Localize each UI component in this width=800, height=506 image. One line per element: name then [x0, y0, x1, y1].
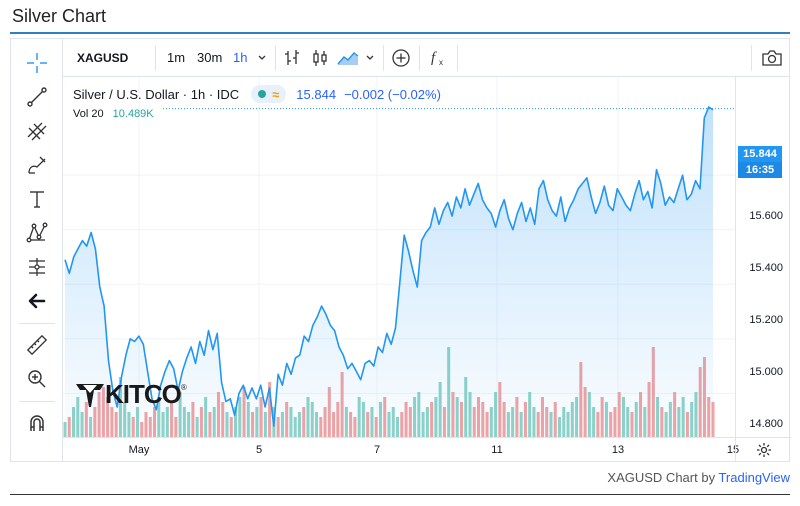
price-change: −0.002 (−0.02%): [344, 86, 441, 102]
toolbar-divider: [383, 45, 384, 71]
interval-30m[interactable]: 30m: [197, 50, 223, 65]
time-tick: May: [128, 444, 150, 456]
pattern-tool[interactable]: [11, 217, 63, 249]
toolbar-divider: [275, 45, 276, 71]
snapshot-button[interactable]: [761, 39, 783, 76]
price-chart: [63, 77, 735, 437]
price-tick: 15.400: [749, 262, 783, 274]
prediction-icon: [29, 258, 45, 276]
back-arrow-icon: [28, 293, 46, 309]
svg-text:x: x: [439, 58, 443, 67]
interval-1m[interactable]: 1m: [167, 50, 186, 65]
price-tick: 15.600: [749, 210, 783, 222]
brush-icon: [28, 156, 46, 174]
ruler-icon: [26, 334, 48, 356]
time-tick: 13: [611, 444, 625, 456]
price-line: [64, 106, 714, 427]
gear-icon: [756, 442, 771, 457]
time-axis[interactable]: May 5 7 11 13 15: [63, 437, 739, 461]
toolbar-divider: [419, 45, 420, 71]
kitco-eagle-icon: [76, 383, 104, 407]
drawing-toolbar: [11, 39, 63, 461]
area-style-icon: [337, 51, 359, 65]
page-title: Silver Chart: [12, 6, 107, 26]
kitco-logo: KITCO ®: [75, 379, 187, 410]
candle-style-button[interactable]: [311, 39, 329, 76]
bar-style-button[interactable]: [283, 39, 301, 76]
svg-text:f: f: [431, 50, 437, 66]
prediction-tool[interactable]: [11, 251, 63, 283]
pattern-icon: [26, 222, 48, 243]
interval-dropdown[interactable]: [257, 39, 267, 76]
volume-label: Vol 20: [73, 108, 104, 120]
trend-line-icon: [27, 87, 47, 107]
market-open-icon: [258, 90, 267, 98]
tradingview-link[interactable]: TradingView: [718, 470, 790, 485]
price-axis[interactable]: 15.600 15.400 15.200 15.000 14.800 15.84…: [735, 77, 791, 437]
time-tick: 11: [491, 444, 503, 456]
price-tick: 15.000: [749, 366, 783, 378]
crosshair-icon: [27, 53, 47, 73]
chevron-down-icon: [258, 55, 266, 60]
last-price-tag: 15.844: [738, 146, 782, 162]
market-status-pill[interactable]: ≈: [251, 85, 287, 103]
zoom-in-tool[interactable]: [11, 363, 63, 395]
time-tick: 7: [373, 444, 381, 456]
chart-pane[interactable]: Silver / U.S. Dollar · 1h · IDC ≈ 15.844…: [63, 77, 735, 437]
text-icon: [30, 191, 44, 208]
volume-value: 10.489K: [112, 108, 154, 120]
bar-style-icon: [285, 49, 299, 65]
volume-legend: Vol 20 10.489K: [73, 108, 154, 120]
time-tick: 5: [255, 444, 263, 456]
chart-style-dropdown[interactable]: [365, 39, 375, 76]
title-underline: [10, 32, 790, 34]
toolbar-divider: [457, 45, 458, 71]
add-compare-icon: [392, 48, 410, 67]
series-legend: Silver / U.S. Dollar · 1h · IDC ≈ 15.844…: [73, 85, 441, 103]
price-area-fill: [65, 107, 713, 437]
attribution-prefix: XAGUSD Chart by: [607, 470, 719, 485]
magnet-icon: [30, 415, 44, 431]
back-button[interactable]: [11, 285, 63, 317]
kitco-wordmark: KITCO: [105, 379, 182, 409]
chevron-down-icon: [366, 55, 374, 60]
delayed-data-icon: ≈: [272, 86, 280, 102]
price-tick: 15.200: [749, 314, 783, 326]
last-price: 15.844: [296, 86, 337, 102]
interval-1h[interactable]: 1h: [233, 50, 248, 65]
area-style-button[interactable]: [337, 39, 359, 76]
candle-style-icon: [313, 49, 327, 66]
symbol-search[interactable]: XAGUSD: [77, 50, 129, 65]
settings-button[interactable]: [735, 437, 791, 461]
bar-countdown-tag: 16:35: [738, 162, 782, 178]
bottom-rule: [10, 494, 790, 495]
measure-tool[interactable]: [11, 329, 63, 361]
series-title: Silver / U.S. Dollar · 1h · IDC: [73, 86, 240, 102]
zoom-in-icon: [28, 370, 46, 388]
toolbar-divider: [155, 45, 156, 71]
toolbar-divider: [751, 45, 752, 71]
toolbar-divider: [19, 401, 55, 402]
text-tool[interactable]: [11, 183, 63, 215]
camera-icon: [762, 49, 782, 66]
price-tick: 14.800: [749, 418, 783, 430]
trend-line-tool[interactable]: [11, 81, 63, 113]
brush-tool[interactable]: [11, 149, 63, 181]
pitchfork-icon: [27, 122, 47, 141]
registered-mark: ®: [180, 383, 187, 392]
compare-button[interactable]: [391, 39, 411, 76]
magnet-tool[interactable]: [11, 407, 63, 439]
toolbar-divider: [19, 323, 55, 324]
attribution: XAGUSD Chart by TradingView: [607, 470, 790, 485]
time-tick: 15: [726, 444, 740, 456]
crosshair-tool[interactable]: [11, 47, 63, 79]
pitchfork-tool[interactable]: [11, 115, 63, 147]
